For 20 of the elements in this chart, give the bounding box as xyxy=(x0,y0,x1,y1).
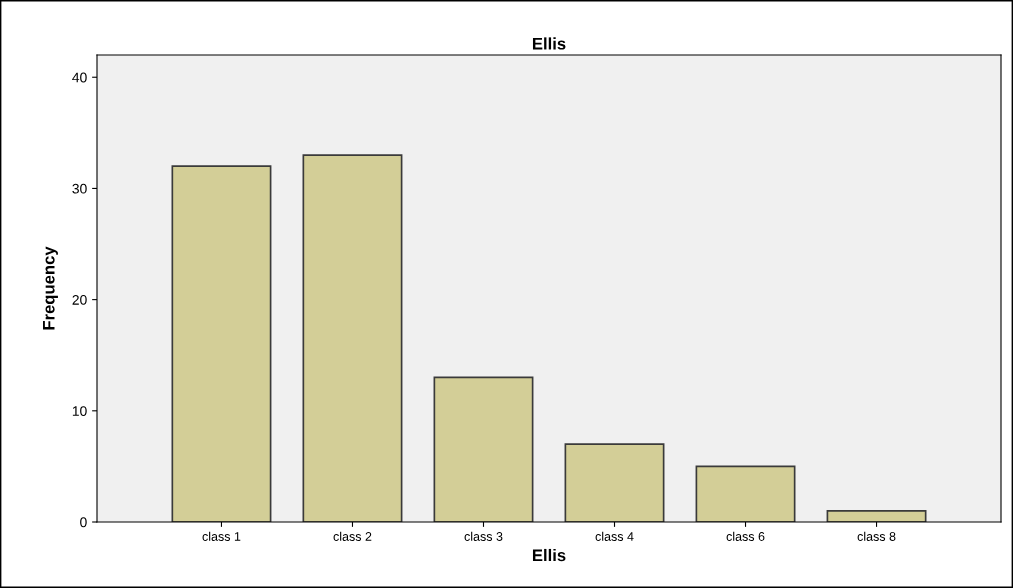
x-tick-label: class 3 xyxy=(464,531,503,541)
y-tick-label: 0 xyxy=(80,517,87,528)
y-tick-label: 40 xyxy=(72,72,87,83)
x-tick-label: class 8 xyxy=(857,531,896,541)
x-axis-title: Ellis xyxy=(532,548,566,562)
bar xyxy=(302,154,403,522)
bar xyxy=(171,165,272,522)
bar xyxy=(695,465,796,522)
x-tick-label: class 2 xyxy=(333,531,372,541)
bar xyxy=(433,376,534,522)
x-tick-label: class 4 xyxy=(595,531,634,541)
bar xyxy=(564,443,665,522)
chart-title: Ellis xyxy=(532,37,566,50)
y-axis-title: Frequency xyxy=(43,246,58,330)
y-tick-label: 20 xyxy=(72,294,87,305)
bar xyxy=(826,510,927,522)
x-tick-label: class 6 xyxy=(726,531,765,541)
x-tick-label: class 1 xyxy=(202,531,241,541)
y-tick-label: 10 xyxy=(72,406,87,416)
y-tick-label: 30 xyxy=(72,183,87,194)
